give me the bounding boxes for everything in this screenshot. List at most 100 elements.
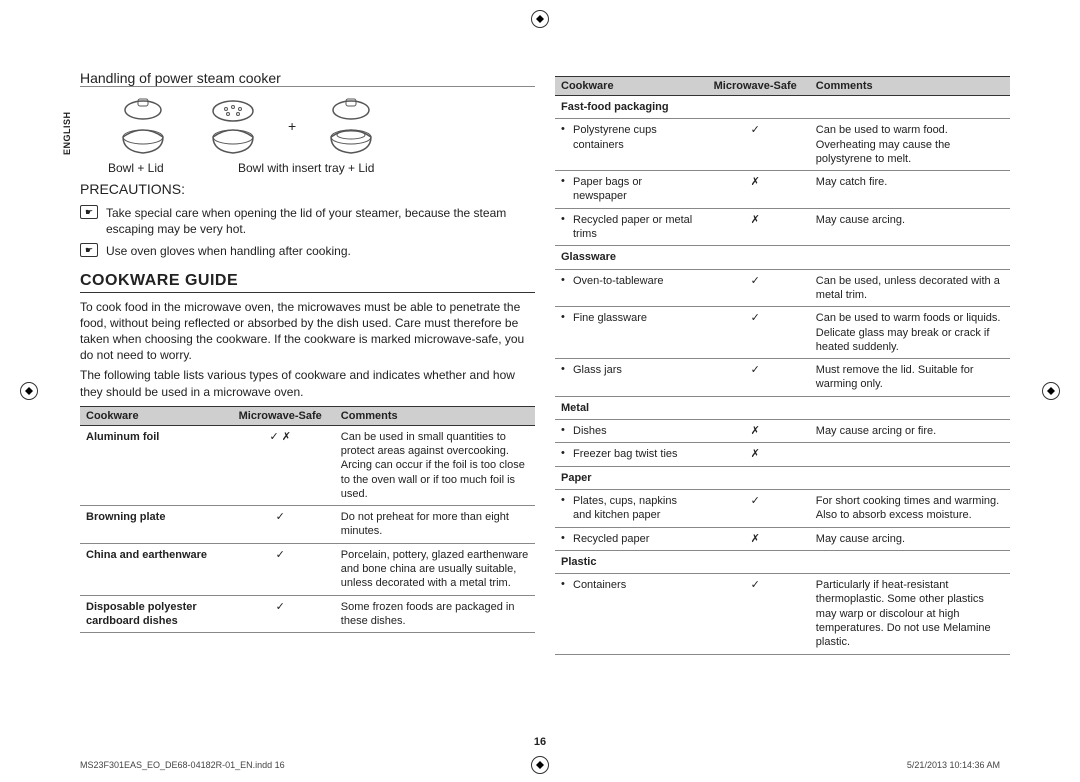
col-cookware: Cookware: [555, 77, 701, 96]
bowl-insert-icon-1: [198, 95, 268, 157]
diagram-captions: Bowl + Lid Bowl with insert tray + Lid: [108, 161, 535, 175]
precautions-label: PRECAUTIONS:: [80, 181, 535, 197]
cell-safe: ✗: [701, 527, 810, 550]
group-name: Plastic: [555, 550, 701, 573]
page-number: 16: [0, 736, 1080, 748]
table-row: Aluminum foil ✓ ✗ Can be used in small q…: [80, 425, 535, 505]
cookware-guide-title: COOKWARE GUIDE: [80, 272, 535, 293]
precaution-text: Take special care when opening the lid o…: [106, 205, 535, 237]
table-group-header: Fast-food packaging: [555, 96, 1010, 119]
steamer-diagram: +: [108, 95, 535, 157]
table-row: China and earthenware ✓ Porcelain, potte…: [80, 543, 535, 595]
cell-safe: ✓: [226, 506, 335, 544]
table-group-header: Glassware: [555, 246, 1010, 269]
col-comments: Comments: [335, 406, 535, 425]
table-row: Fine glassware ✓ Can be used to warm foo…: [555, 307, 1010, 359]
print-mark-left: [20, 382, 38, 400]
cell-name: Dishes: [555, 420, 701, 443]
page-content: Handling of power steam cooker +: [0, 0, 1080, 675]
table-row: Recycled paper ✗ May cause arcing.: [555, 527, 1010, 550]
cell-comments: Can be used to warm foods or liquids. De…: [810, 307, 1010, 359]
table-row: Paper bags or newspaper ✗ May catch fire…: [555, 171, 1010, 209]
table-row: Glass jars ✓ Must remove the lid. Suitab…: [555, 359, 1010, 397]
group-name: Paper: [555, 466, 701, 489]
cell-comments: Some frozen foods are packaged in these …: [335, 595, 535, 633]
cell-name: Glass jars: [555, 359, 701, 397]
table-row: Browning plate ✓ Do not preheat for more…: [80, 506, 535, 544]
caption-bowl-lid: Bowl + Lid: [108, 161, 198, 175]
cell-safe: ✓: [701, 307, 810, 359]
cell-comments: May cause arcing or fire.: [810, 420, 1010, 443]
print-mark-top: [531, 10, 549, 28]
cell-name: Freezer bag twist ties: [555, 443, 701, 466]
cell-name: Disposable polyester cardboard dishes: [80, 595, 226, 633]
table-group-header: Paper: [555, 466, 1010, 489]
table-row: Oven-to-tableware ✓ Can be used, unless …: [555, 269, 1010, 307]
footer: MS23F301EAS_EO_DE68-04182R-01_EN.indd 16…: [80, 760, 1000, 770]
footer-filename: MS23F301EAS_EO_DE68-04182R-01_EN.indd 16: [80, 760, 285, 770]
precaution-list: ☛ Take special care when opening the lid…: [80, 205, 535, 260]
guide-paragraph-1: To cook food in the microwave oven, the …: [80, 299, 535, 364]
cell-name: Polystyrene cups containers: [555, 119, 701, 171]
cell-safe: ✓: [701, 574, 810, 654]
cell-safe: ✗: [701, 443, 810, 466]
cell-comments: Do not preheat for more than eight minut…: [335, 506, 535, 544]
cell-comments: For short cooking times and warming. Als…: [810, 489, 1010, 527]
group-name: Fast-food packaging: [555, 96, 701, 119]
hand-warning-icon: ☛: [80, 243, 98, 257]
language-tab: ENGLISH: [62, 111, 72, 155]
cell-name: Plates, cups, napkins and kitchen paper: [555, 489, 701, 527]
col-safe: Microwave-Safe: [701, 77, 810, 96]
cell-name: Recycled paper: [555, 527, 701, 550]
cookware-table-right: Cookware Microwave-Safe Comments Fast-fo…: [555, 76, 1010, 655]
left-column: Handling of power steam cooker +: [80, 70, 535, 655]
cell-safe: ✓: [701, 489, 810, 527]
footer-timestamp: 5/21/2013 10:14:36 AM: [907, 760, 1000, 770]
cell-safe: ✓ ✗: [226, 425, 335, 505]
table-row: Containers ✓ Particularly if heat-resist…: [555, 574, 1010, 654]
plus-sign: +: [288, 118, 296, 134]
precaution-item: ☛ Take special care when opening the lid…: [80, 205, 535, 237]
table-group-header: Plastic: [555, 550, 1010, 573]
cell-comments: Can be used in small quantities to prote…: [335, 425, 535, 505]
group-name: Glassware: [555, 246, 701, 269]
cell-name: Fine glassware: [555, 307, 701, 359]
handling-title: Handling of power steam cooker: [80, 70, 535, 87]
table-group-header: Metal: [555, 396, 1010, 419]
cell-safe: ✓: [701, 119, 810, 171]
cookware-table-left: Cookware Microwave-Safe Comments Aluminu…: [80, 406, 535, 634]
table-row: Dishes ✗ May cause arcing or fire.: [555, 420, 1010, 443]
cell-safe: ✗: [701, 420, 810, 443]
cell-safe: ✓: [701, 359, 810, 397]
table-row: Disposable polyester cardboard dishes ✓ …: [80, 595, 535, 633]
col-safe: Microwave-Safe: [226, 406, 335, 425]
table-row: Plates, cups, napkins and kitchen paper …: [555, 489, 1010, 527]
cell-comments: Particularly if heat-resistant thermopla…: [810, 574, 1010, 654]
cell-name: Recycled paper or metal trims: [555, 208, 701, 246]
table-row: Freezer bag twist ties ✗: [555, 443, 1010, 466]
precaution-item: ☛ Use oven gloves when handling after co…: [80, 243, 535, 259]
cell-safe: ✗: [701, 208, 810, 246]
cell-comments: May cause arcing.: [810, 527, 1010, 550]
cell-comments: May catch fire.: [810, 171, 1010, 209]
cell-name: Aluminum foil: [80, 425, 226, 505]
cell-name: China and earthenware: [80, 543, 226, 595]
cell-comments: [810, 443, 1010, 466]
table-row: Recycled paper or metal trims ✗ May caus…: [555, 208, 1010, 246]
cell-name: Browning plate: [80, 506, 226, 544]
cell-safe: ✓: [701, 269, 810, 307]
col-comments: Comments: [810, 77, 1010, 96]
group-name: Metal: [555, 396, 701, 419]
hand-warning-icon: ☛: [80, 205, 98, 219]
cell-comments: Must remove the lid. Suitable for warmin…: [810, 359, 1010, 397]
guide-paragraph-2: The following table lists various types …: [80, 367, 535, 399]
right-column: Cookware Microwave-Safe Comments Fast-fo…: [555, 70, 1010, 655]
cell-comments: Can be used, unless decorated with a met…: [810, 269, 1010, 307]
bowl-lid-icon: [108, 95, 178, 157]
cell-safe: ✗: [701, 171, 810, 209]
col-cookware: Cookware: [80, 406, 226, 425]
cell-safe: ✓: [226, 543, 335, 595]
bowl-insert-icon-2: [316, 95, 386, 157]
cell-name: Containers: [555, 574, 701, 654]
table-row: Polystyrene cups containers ✓ Can be use…: [555, 119, 1010, 171]
